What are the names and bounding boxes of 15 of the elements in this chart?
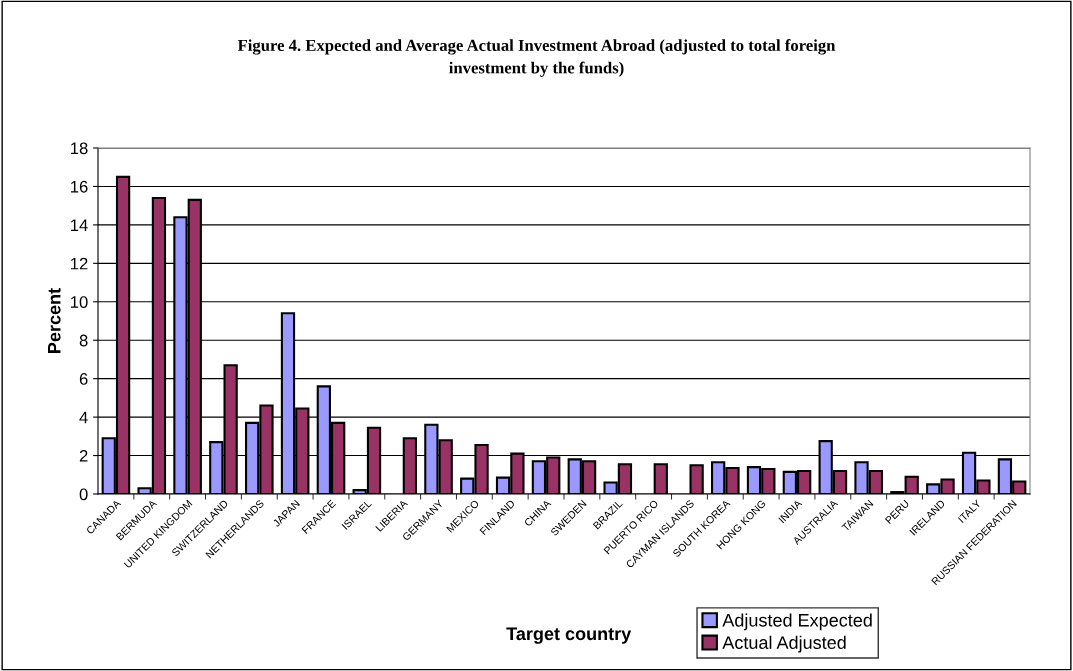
y-tick-label: 18 (71, 142, 88, 155)
y-tick-label: 16 (71, 180, 88, 193)
y-tick-label: 10 (71, 296, 88, 308)
x-axis-title: Target country (506, 627, 632, 644)
y-tick-label: 0 (79, 488, 88, 501)
y-tick-label: 8 (79, 334, 88, 347)
legend-label: Actual Adjusted (722, 635, 846, 653)
y-axis-title: Percent (48, 288, 61, 353)
y-tick-label: 4 (79, 411, 88, 424)
legend-label: Adjusted Expected (722, 613, 872, 631)
y-tick-label: 2 (79, 449, 88, 462)
y-tick-label: 6 (79, 373, 88, 385)
y-tick-label: 14 (71, 219, 88, 231)
chart-title: Figure 4. Expected and Average Actual Investment Abroad (adjusted to total foreign investment by the funds) (237, 39, 836, 77)
y-tick-label: 12 (71, 257, 88, 270)
